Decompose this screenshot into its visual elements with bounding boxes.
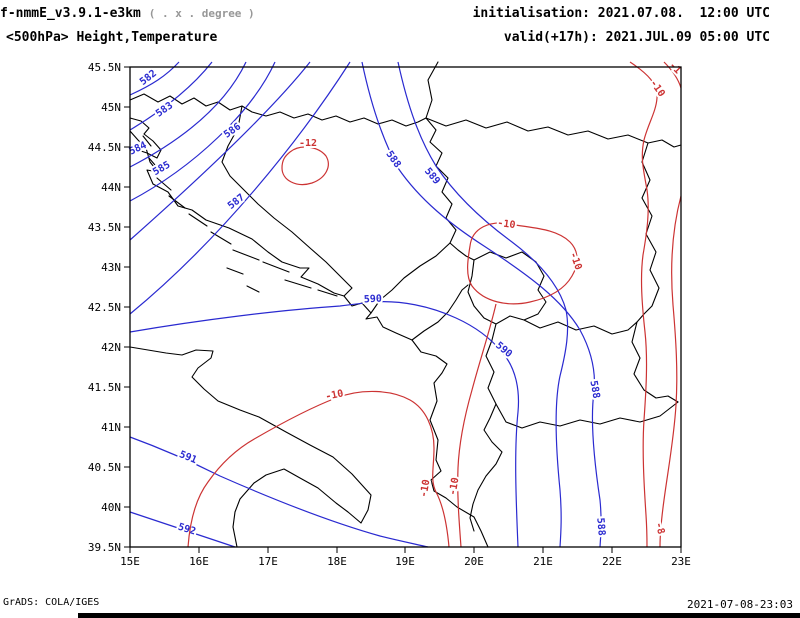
init-time-label: initialisation: 2021.07.08. 12:00 UTC: [472, 6, 770, 21]
temperature-contour--10: [187, 390, 450, 548]
model-title: f-nmmE_v3.9.1-e3km ( . x . degree ): [0, 6, 255, 21]
temperature-contour-label: -10: [497, 218, 516, 231]
plot-timestamp: 2021-07-08-23:03: [687, 598, 793, 611]
lat-tick-label: 41N: [101, 421, 121, 434]
lat-tick-label: 44N: [101, 181, 121, 194]
bottom-edge-bar: [78, 613, 800, 618]
height-contour-589: [397, 61, 569, 548]
coastline-adriatic-east: [129, 130, 489, 548]
lon-tick-label: 20E: [464, 555, 484, 568]
temperature-contour--12: [281, 146, 329, 186]
height-contour-582: [129, 61, 180, 96]
border-macedonia-north: [523, 319, 638, 335]
temperature-contour-label: -12: [299, 138, 317, 149]
lon-tick-label: 18E: [327, 555, 347, 568]
lat-tick-label: 45.5N: [88, 61, 121, 74]
lat-tick-label: 42.5N: [88, 301, 121, 314]
height-contour-584: [129, 61, 247, 168]
field-title: <500hPa> Height,Temperature: [6, 30, 218, 45]
lat-tick-label: 45N: [101, 101, 121, 114]
grid-degree-note: ( . x . degree ): [148, 7, 255, 20]
height-contour-583: [129, 61, 213, 131]
height-contour-585: [129, 61, 276, 202]
temperature-contour-label: -10: [567, 251, 584, 272]
coastline-italy-apulia: [129, 346, 372, 548]
height-contour-label: 588: [587, 380, 601, 400]
height-contour-591: [129, 436, 429, 548]
lat-tick-label: 41.5N: [88, 381, 121, 394]
temperature-contour--10: [457, 303, 497, 548]
height-contour-588: [361, 61, 602, 548]
lon-tick-label: 23E: [671, 555, 691, 568]
border-kosovo: [467, 251, 547, 325]
temperature-contour-label: -10: [448, 477, 462, 497]
border-montenegro-serbia: [449, 242, 475, 261]
height-contour-587: [129, 61, 351, 315]
lat-tick-label: 39.5N: [88, 541, 121, 554]
lon-tick-label: 22E: [602, 555, 622, 568]
lon-tick-label: 16E: [189, 555, 209, 568]
temperature-contour--10: [629, 61, 658, 548]
temperature-contour-label: -10: [419, 479, 433, 499]
height-contour-label: 583: [154, 100, 175, 119]
lon-tick-label: 19E: [395, 555, 415, 568]
border-macedonia-east: [631, 321, 679, 403]
temperature-contour--8: [659, 195, 682, 548]
border-danube-east: [425, 117, 682, 148]
height-contour-label: 582: [138, 68, 159, 88]
lon-tick-label: 21E: [533, 555, 553, 568]
height-contour-label: 588: [594, 517, 607, 536]
height-contour-label: 585: [151, 160, 172, 179]
lat-tick-label: 42N: [101, 341, 121, 354]
coastline-kvarner: [129, 117, 162, 159]
height-contour-586: [129, 61, 311, 241]
valid-time-label: valid(+17h): 2021.JUL.09 05:00 UTC: [503, 30, 770, 45]
lon-tick-label: 17E: [258, 555, 278, 568]
lat-tick-label: 43.5N: [88, 221, 121, 234]
temperature-contour-label: -8: [653, 521, 667, 535]
border-montenegro-albania: [411, 284, 469, 341]
border-sava: [129, 93, 427, 127]
height-contour-590: [129, 301, 520, 548]
lat-tick-label: 40.5N: [88, 461, 121, 474]
lat-tick-label: 40N: [101, 501, 121, 514]
border-bosnia-croatia: [221, 105, 353, 297]
temperature-contour-label: -10: [325, 388, 345, 403]
border-serbia-bulgaria: [636, 142, 660, 323]
temperature-contour--10: [663, 61, 682, 89]
islands-dalmatia: [142, 135, 338, 297]
lon-tick-label: 15E: [120, 555, 140, 568]
height-contour-label: 592: [176, 522, 197, 538]
border-montenegro-bosnia: [370, 242, 451, 314]
height-contour-label: 590: [493, 340, 514, 360]
grads-credit: GrADS: COLA/IGES: [3, 597, 100, 608]
height-contour-label: 588: [383, 149, 402, 170]
border-albania-greece: [469, 323, 503, 532]
temperature-contour-label: -10: [647, 78, 666, 99]
temperature-contour--10: [467, 222, 578, 305]
height-contour-label: 591: [178, 449, 199, 466]
height-contour-592: [129, 511, 236, 548]
model-name: f-nmmE_v3.9.1-e3km: [0, 6, 141, 21]
lat-tick-label: 43N: [101, 261, 121, 274]
border-danube-vojvodina: [425, 61, 439, 119]
border-macedonia-greece: [495, 401, 679, 429]
border-drina: [425, 117, 457, 244]
height-contour-label: 590: [364, 294, 383, 306]
lat-tick-label: 44.5N: [88, 141, 121, 154]
height-contour-label: 587: [226, 192, 247, 212]
